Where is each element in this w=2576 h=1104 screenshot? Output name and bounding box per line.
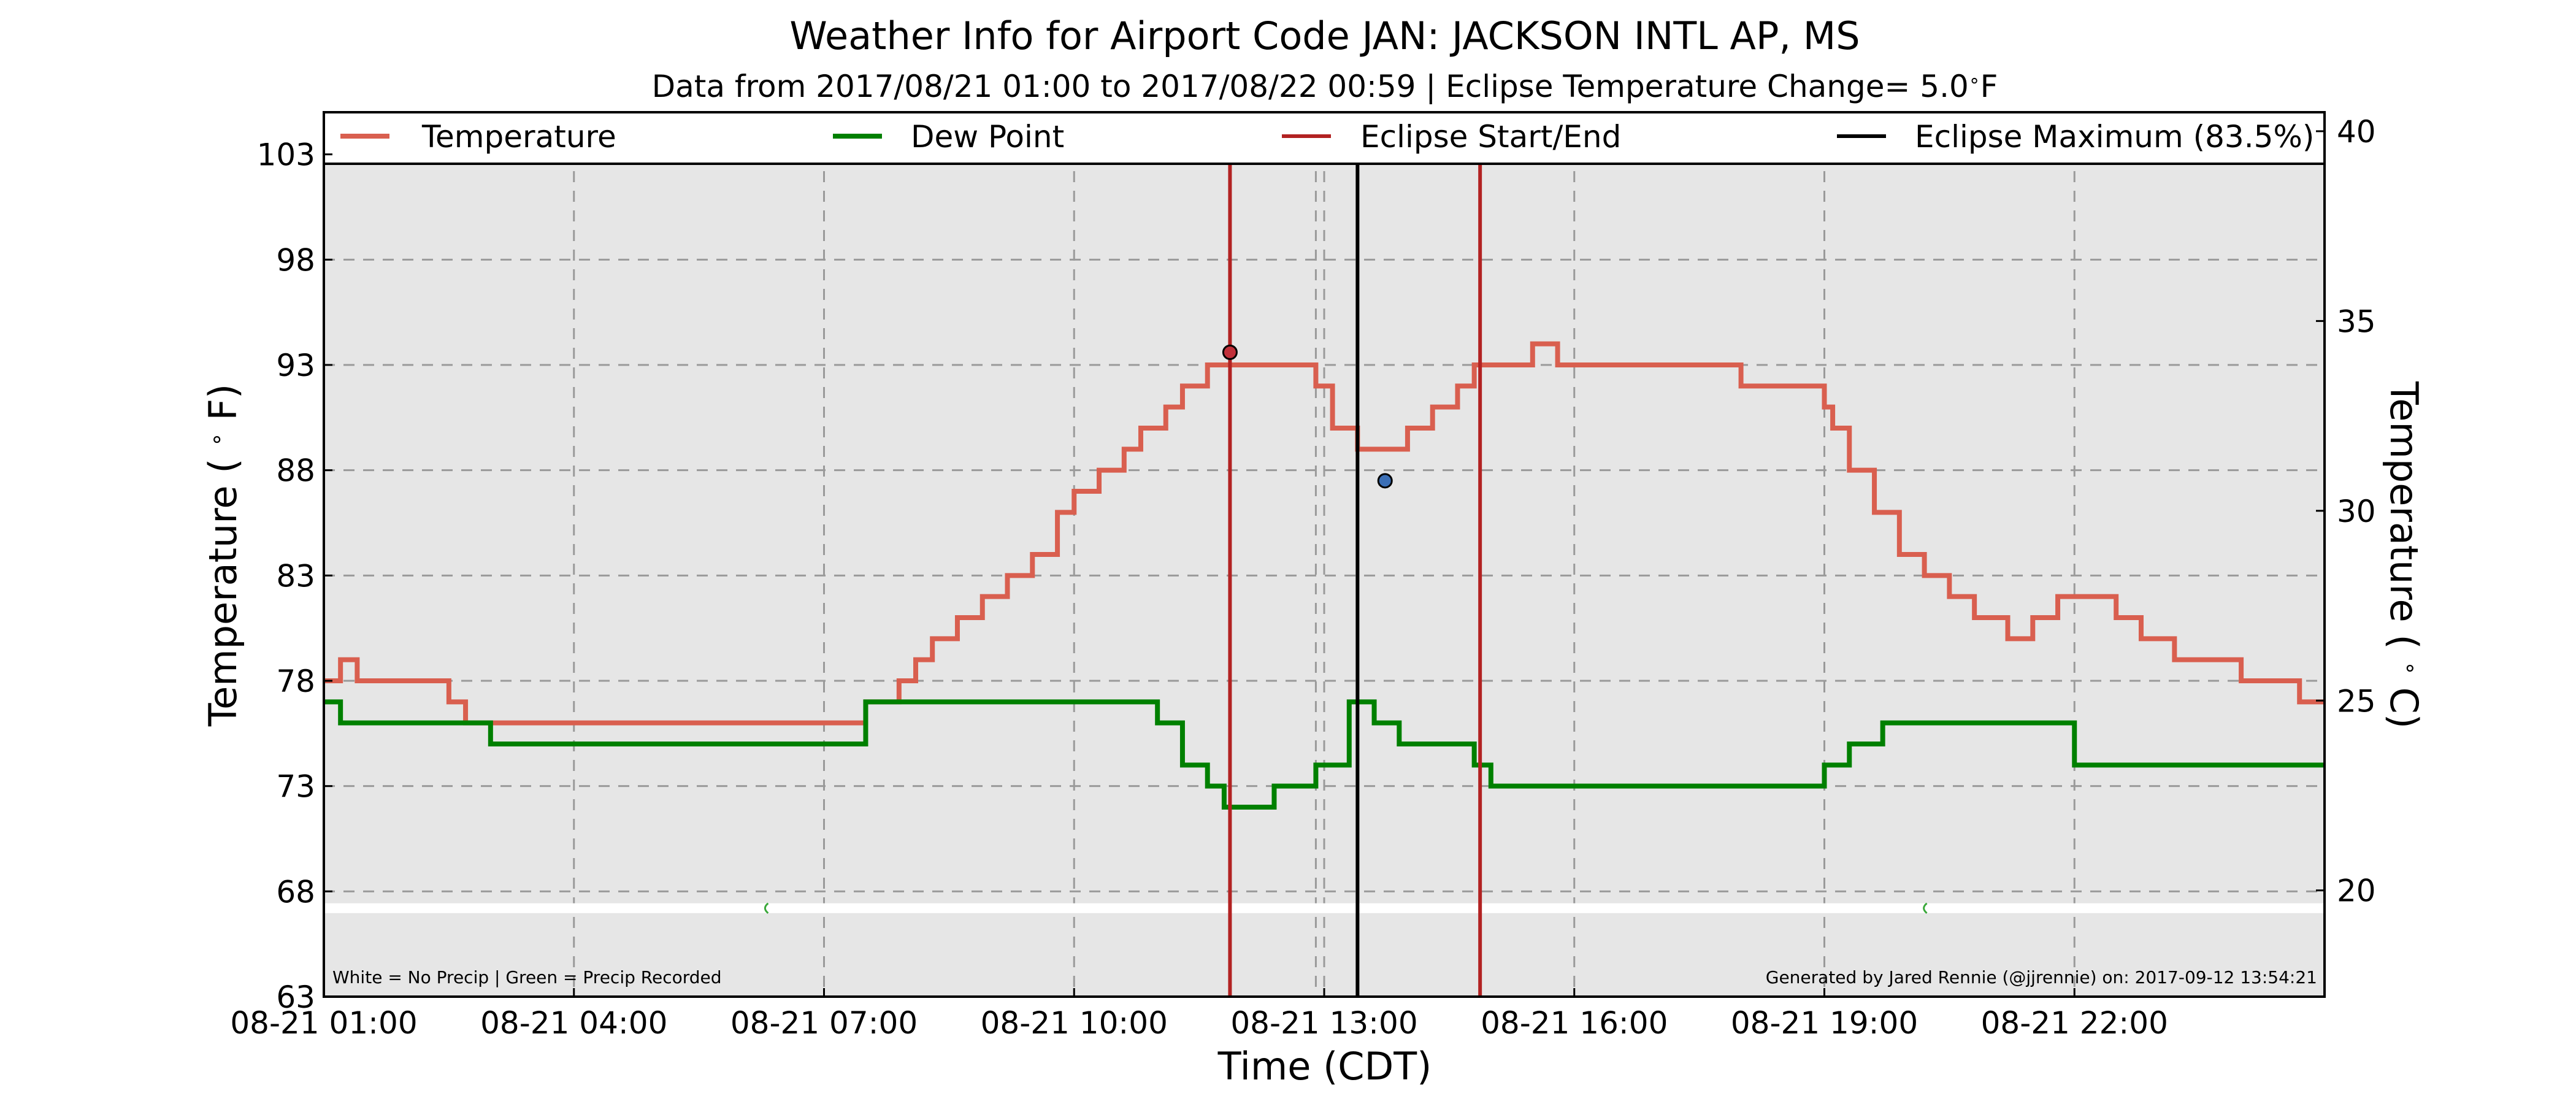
y-axis-unit: F): [201, 384, 245, 433]
precip-note: White = No Precip | Green = Precip Recor…: [332, 967, 722, 987]
y-tick-label-5: 88: [276, 453, 315, 489]
x-tick-label-7: 08-21 22:00: [1981, 1005, 2168, 1041]
x-tick-label-6: 08-21 19:00: [1731, 1005, 1918, 1041]
precip-recorded-mark-1: [1923, 902, 1928, 914]
y-axis-ticks: 63 68 73 78 83 88 93 98 103: [257, 137, 332, 1015]
legend-label-eclipse-start-end: Eclipse Start/End: [1360, 119, 1621, 155]
x-tick-label-2: 08-21 07:00: [730, 1005, 918, 1041]
eclipse-markers: [1228, 112, 1482, 997]
y2-axis-label: Temperature ( ∘ C): [2382, 381, 2426, 729]
precip-recorded-mark-0: [764, 902, 769, 914]
series-line-temperature: [324, 341, 2325, 726]
degree-symbol: ∘: [1969, 70, 1980, 91]
y2-tick-label-2: 30: [2337, 494, 2376, 529]
y-tick-label-1: 68: [276, 874, 315, 910]
y2-tick-label-3: 35: [2337, 304, 2376, 339]
y-tick-label-4: 83: [276, 558, 315, 594]
subtitle-text: Data from 2017/08/21 01:00 to 2017/08/22…: [652, 69, 1969, 104]
y-axis-degree: ∘: [204, 432, 229, 447]
y-tick-label-0: 63: [276, 979, 315, 1015]
legend-label-eclipse-maximum: Eclipse Maximum (83.5%): [1915, 119, 2314, 155]
y-axis-label-text: Temperature (: [201, 447, 245, 727]
chart-title: Weather Info for Airport Code JAN: JACKS…: [789, 13, 1860, 58]
x-axis-ticks: 08-21 01:00 08-21 04:00 08-21 07:00 08-21 1…: [230, 988, 2168, 1041]
precip-band: [324, 902, 2325, 914]
y2-tick-label-1: 25: [2337, 683, 2376, 719]
y-axis-label: Temperature ( ∘ F): [201, 384, 245, 727]
y2-tick-label-4: 40: [2337, 114, 2376, 150]
y-tick-label-2: 73: [276, 769, 315, 805]
grid-lines: [324, 112, 2325, 997]
legend: Temperature Dew Point Eclipse Start/End …: [323, 111, 2326, 165]
legend-label-temperature: Temperature: [421, 119, 616, 155]
generated-by-note: Generated by Jared Rennie (@jjrennie) on…: [1766, 967, 2317, 987]
series-line-dew-point: [324, 699, 2325, 810]
series-lines: [324, 341, 2325, 810]
chart-subtitle: Data from 2017/08/21 01:00 to 2017/08/22…: [652, 69, 1998, 104]
y-tick-label-6: 93: [276, 348, 315, 383]
y2-axis-unit: C): [2382, 675, 2426, 729]
eclipse-point-1: [1377, 473, 1393, 489]
y-tick-label-8: 103: [257, 137, 315, 173]
subtitle-unit: F: [1980, 69, 1998, 104]
y2-axis-label-text: Temperature (: [2382, 381, 2426, 661]
x-tick-label-4: 08-21 13:00: [1230, 1005, 1417, 1041]
x-tick-label-5: 08-21 16:00: [1481, 1005, 1668, 1041]
eclipse-points: [1222, 344, 1393, 489]
x-tick-label-0: 08-21 01:00: [230, 1005, 417, 1041]
y2-axis-degree: ∘: [2398, 661, 2423, 675]
x-tick-label-1: 08-21 04:00: [480, 1005, 667, 1041]
y-tick-label-7: 98: [276, 242, 315, 278]
y2-axis-ticks: 20 25 30 35 40: [2316, 114, 2376, 909]
legend-label-dew-point: Dew Point: [911, 119, 1064, 155]
eclipse-point-0: [1222, 344, 1238, 360]
y-tick-label-3: 78: [276, 664, 315, 699]
x-axis-label: Time (CDT): [1217, 1044, 1432, 1089]
y2-tick-label-0: 20: [2337, 873, 2376, 909]
x-tick-label-3: 08-21 10:00: [981, 1005, 1168, 1041]
